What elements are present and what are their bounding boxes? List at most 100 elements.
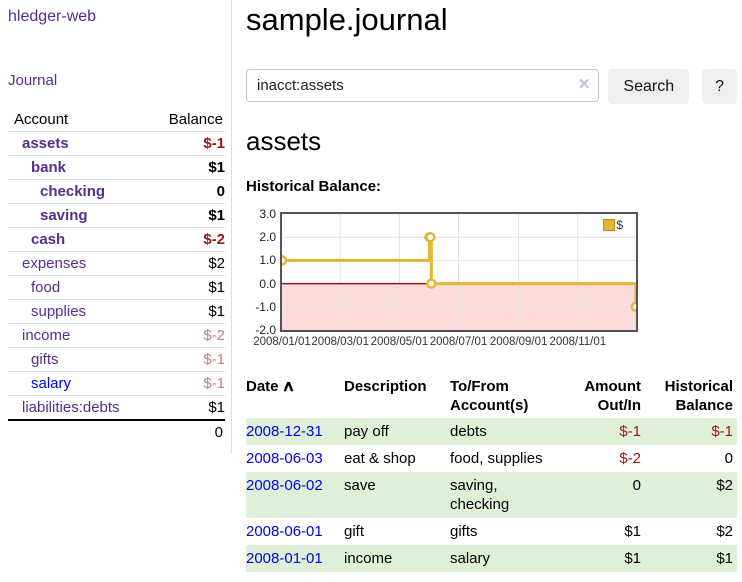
y-axis-tick-label: 2.0 [259, 230, 276, 245]
account-row: saving $1 [8, 203, 225, 228]
transaction-balance: 0 [724, 450, 733, 467]
x-axis-tick-label: 2008/07/01 [429, 336, 488, 348]
transaction-row: 2008-06-03 eat & shop food, supplies $-2 0 [246, 445, 737, 472]
register-header-amount: Amount Out/In [584, 378, 641, 414]
account-link[interactable]: bank [31, 159, 67, 176]
account-balance-table: Account Balance assets $-1 bank $1 checking 0… [8, 108, 225, 444]
chart-title: Historical Balance: [246, 178, 382, 195]
transaction-amount: $1 [624, 550, 641, 567]
register-header-accounts: To/From Account(s) [450, 378, 529, 414]
account-balance: $-2 [147, 227, 225, 252]
account-link[interactable]: expenses [22, 255, 87, 272]
account-link[interactable]: saving [40, 207, 88, 224]
legend-label: $ [616, 218, 623, 232]
transaction-accounts: saving, checking [450, 477, 510, 513]
x-axis-tick-label: 2008/01/01 [253, 336, 311, 348]
transaction-row: 2008-06-01 gift gifts $1 $2 [246, 518, 737, 545]
page-title: sample.journal [246, 2, 448, 37]
account-row: liabilities:debts $1 [8, 395, 225, 420]
account-link[interactable]: gifts [31, 351, 59, 368]
account-link[interactable]: salary [31, 375, 72, 392]
app-title-link[interactable]: hledger-web [8, 8, 97, 25]
y-axis-tick-label: -1.0 [255, 299, 276, 314]
search-box: ✕ [246, 69, 600, 104]
y-axis-tick-label: -2.0 [255, 323, 276, 337]
balance-column-header: Balance [147, 108, 225, 132]
account-row: cash $-2 [8, 227, 225, 252]
y-axis-tick-label: 3.0 [259, 207, 276, 221]
register-header-date[interactable]: Date ∧ [246, 378, 295, 395]
x-axis-tick-label: 2008/11/01 [549, 336, 607, 348]
transaction-description: pay off [344, 423, 389, 440]
account-balance: $1 [147, 275, 225, 300]
sidebar: hledger-web Journal Account Balance asse… [0, 0, 232, 454]
account-row: income $-2 [8, 323, 225, 348]
account-balance: 0 [147, 179, 225, 204]
account-balance: $2 [147, 251, 225, 276]
transaction-balance: $-1 [711, 423, 733, 440]
account-link[interactable]: supplies [31, 303, 87, 320]
account-row: bank $1 [8, 155, 225, 180]
transaction-accounts: gifts [450, 523, 478, 540]
legend-swatch-icon [603, 219, 616, 231]
transaction-row: 2008-01-01 income salary $1 $1 [246, 545, 737, 572]
y-axis-tick-label: 1.0 [259, 253, 276, 268]
account-row: salary $-1 [8, 371, 225, 396]
historical-balance-chart: $ 3.0 2.0 1.0 0.0 -1.0 -2.0 2008/01/01 2008/03/… [246, 207, 737, 355]
account-balance: $1 [147, 203, 225, 228]
y-axis-tick-label: 0.0 [259, 276, 276, 291]
transaction-balance: $2 [716, 477, 733, 494]
account-balance: $1 [147, 395, 225, 420]
search-form: ✕ Search ? [246, 69, 737, 104]
account-heading: assets [246, 126, 322, 156]
transaction-balance: $2 [716, 523, 733, 540]
clear-search-icon[interactable]: ✕ [577, 76, 591, 93]
account-balance: $-2 [147, 323, 225, 348]
search-input[interactable] [246, 69, 600, 102]
account-row: gifts $-1 [8, 347, 225, 372]
transaction-date-link[interactable]: 2008-01-01 [246, 550, 323, 567]
transaction-amount: $-2 [619, 450, 641, 467]
transaction-date-link[interactable]: 2008-06-01 [246, 523, 323, 540]
account-row: food $1 [8, 275, 225, 300]
account-row: checking 0 [8, 179, 225, 204]
account-link[interactable]: assets [22, 135, 69, 152]
chart-plot-area: $ [280, 212, 638, 332]
chart-canvas [282, 214, 636, 330]
account-link[interactable]: income [22, 327, 71, 344]
help-button[interactable]: ? [702, 69, 737, 104]
transaction-amount: 0 [632, 477, 641, 494]
chart-legend: $ [601, 217, 625, 233]
search-button[interactable]: Search [608, 69, 690, 104]
register-header-description: Description [344, 378, 427, 395]
account-row: expenses $2 [8, 251, 225, 276]
sort-ascending-icon: ∧ [281, 378, 295, 395]
transaction-date-link[interactable]: 2008-06-02 [246, 477, 323, 494]
transaction-description: gift [344, 523, 365, 540]
account-balance: $-1 [147, 347, 225, 372]
account-link[interactable]: checking [40, 183, 106, 200]
account-row: supplies $1 [8, 299, 225, 324]
total-row: 0 [8, 419, 225, 444]
x-axis-tick-label: 2008/05/01 [370, 336, 429, 348]
transaction-row: 2008-12-31 pay off debts $-1 $-1 [246, 418, 737, 445]
transaction-description: eat & shop [344, 450, 416, 467]
account-link[interactable]: liabilities:debts [22, 399, 120, 416]
account-balance: $1 [147, 299, 225, 324]
account-balance: $-1 [147, 371, 225, 396]
transaction-amount: $1 [624, 523, 641, 540]
sidebar-item-journal[interactable]: Journal [8, 72, 58, 89]
register-table: Date ∧ Description To/From Account(s) Amo… [246, 375, 737, 572]
account-balance: $1 [147, 155, 225, 180]
transaction-balance: $1 [716, 550, 733, 567]
transaction-description: income [344, 550, 393, 567]
register-header-balance: Historical Balance [664, 378, 733, 414]
transaction-date-link[interactable]: 2008-12-31 [246, 423, 323, 440]
transaction-accounts: debts [450, 423, 487, 440]
transaction-description: save [344, 477, 376, 494]
account-column-header: Account [8, 108, 148, 132]
transaction-date-link[interactable]: 2008-06-03 [246, 450, 323, 467]
transaction-accounts: food, supplies [450, 450, 543, 467]
account-link[interactable]: cash [31, 231, 66, 248]
account-link[interactable]: food [31, 279, 61, 296]
